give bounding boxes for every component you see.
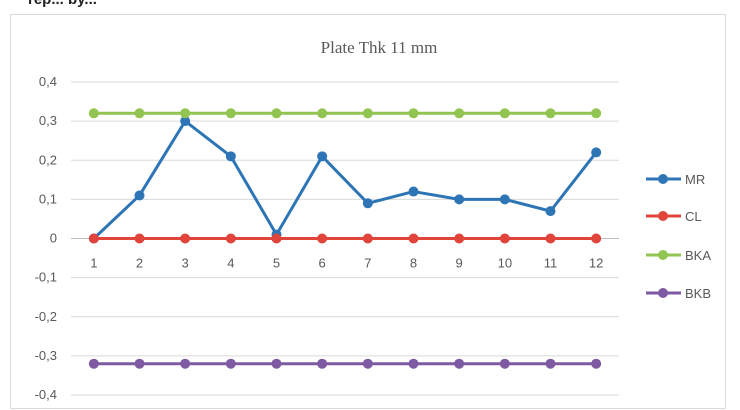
data-point-bka [545,108,556,119]
data-point-cl [591,233,602,244]
legend-label: BKB [685,286,711,301]
legend-item-cl: CL [646,209,702,224]
data-point-mr [134,190,145,201]
data-point-cl [88,233,99,244]
legend-item-mr: MR [646,172,705,187]
y-tick-label: 0,2 [39,152,57,167]
x-tick-label: 3 [182,256,189,271]
x-tick-label: 7 [364,256,371,271]
data-point-bka [362,108,373,119]
data-point-cl [408,233,419,244]
legend-label: BKA [685,248,711,263]
x-tick-label: 12 [589,256,603,271]
data-point-bka [271,108,282,119]
y-tick-label: 0,4 [39,74,57,89]
data-point-mr [317,151,328,162]
data-point-bka [134,108,145,119]
cropped-header-text: rep... by... [0,0,740,12]
cropped-header-fragment: rep... by... [28,0,97,8]
series-bka [88,108,602,119]
data-point-bkb [545,358,556,369]
y-tick-label: -0,1 [35,270,57,285]
data-point-bkb [499,358,510,369]
series-layer [88,108,602,369]
data-point-mr [545,206,556,217]
line-chart: Plate Thk 11 mm 0,4 0,3 0,2 0,1 0 -0,1 -0,2 -0,… [35,38,712,402]
data-point-mr [362,198,373,209]
x-tick-label: 9 [456,256,463,271]
x-tick-label: 8 [410,256,417,271]
data-point-bka [225,108,236,119]
data-point-cl [362,233,373,244]
x-tick-label: 11 [544,256,558,271]
data-point-bkb [408,358,419,369]
x-tick-label: 1 [90,256,97,271]
data-point-cl [454,233,465,244]
series-mr [88,116,602,244]
data-point-bkb [317,358,328,369]
data-point-bkb [134,358,145,369]
data-point-cl [180,233,191,244]
data-point-mr [408,186,419,197]
x-tick-label: 10 [498,256,512,271]
series-bkb [88,358,602,369]
series-line-mr [92,119,598,240]
x-tick-label: 6 [319,256,326,271]
legend-label: MR [685,172,705,187]
data-point-mr [225,151,236,162]
x-axis: 1 2 3 4 5 6 7 8 9 10 11 12 [90,256,603,271]
data-point-bkb [454,358,465,369]
data-point-bka [454,108,465,119]
legend-item-bkb: BKB [646,286,711,301]
y-tick-label: -0,3 [35,348,57,363]
legend-item-bka: BKA [646,248,711,263]
x-tick-label: 2 [136,256,143,271]
y-tick-label: -0,2 [35,309,57,324]
y-tick-label: 0 [50,231,57,246]
legend: MR CL BKA BKB [646,172,711,301]
data-point-mr [499,194,510,205]
data-point-cl [134,233,145,244]
data-point-cl [271,233,282,244]
data-point-cl [317,233,328,244]
x-tick-label: 4 [227,256,234,271]
data-point-bka [180,108,191,119]
data-point-bka [499,108,510,119]
data-point-bkb [88,358,99,369]
data-point-bkb [271,358,282,369]
data-point-bkb [591,358,602,369]
chart-frame: Plate Thk 11 mm 0,4 0,3 0,2 0,1 0 -0,1 -0,2 -0,… [10,14,726,409]
data-point-cl [225,233,236,244]
data-point-bkb [225,358,236,369]
legend-label: CL [685,209,702,224]
legend-swatch-marker [658,174,668,184]
data-point-bka [317,108,328,119]
chart-title: Plate Thk 11 mm [321,38,438,57]
legend-swatch-marker [658,288,668,298]
data-point-mr [454,194,465,205]
x-tick-label: 5 [273,256,280,271]
data-point-bka [591,108,602,119]
y-tick-label: 0,3 [39,113,57,128]
data-point-cl [545,233,556,244]
y-tick-label: 0,1 [39,191,57,206]
data-point-bka [88,108,99,119]
y-axis: 0,4 0,3 0,2 0,1 0 -0,1 -0,2 -0,3 -0,4 [35,74,57,402]
data-point-mr [180,116,191,127]
data-point-bkb [180,358,191,369]
data-point-bka [408,108,419,119]
data-point-bkb [362,358,373,369]
series-cl [88,233,602,244]
data-point-mr [591,147,602,158]
y-tick-label: -0,4 [35,387,57,402]
legend-swatch-marker [658,211,668,221]
legend-swatch-marker [658,250,668,260]
data-point-cl [499,233,510,244]
